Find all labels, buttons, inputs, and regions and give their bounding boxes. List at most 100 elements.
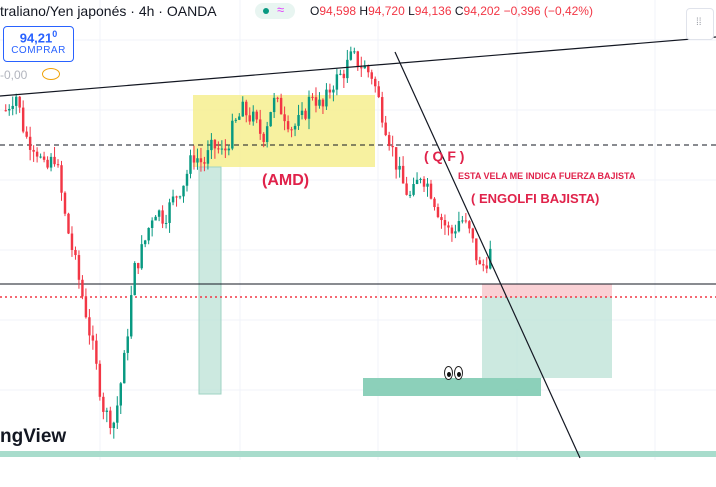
candle-body: [213, 139, 217, 149]
candle-body: [189, 155, 192, 174]
candle-body: [325, 89, 328, 107]
candle-body: [478, 260, 482, 265]
candle-body: [450, 227, 454, 234]
candle-body: [297, 115, 300, 126]
candle-body: [443, 220, 447, 226]
candle-body: [454, 231, 457, 234]
candle-body: [175, 196, 178, 198]
market-status-icon[interactable]: ≈: [255, 2, 295, 19]
candle-body: [412, 184, 415, 195]
candle-body: [408, 194, 412, 196]
interval[interactable]: 4h: [138, 3, 155, 19]
candle-body: [255, 111, 258, 120]
candle-body: [311, 96, 314, 98]
candle-body: [21, 107, 25, 132]
candle-body: [77, 255, 81, 280]
candle-body: [8, 108, 11, 111]
green-horizontal-zone[interactable]: [363, 378, 541, 396]
candle-body: [433, 198, 436, 208]
candle-body: [342, 73, 346, 79]
candle-body: [84, 296, 88, 318]
candles: [4, 46, 492, 439]
candle-body: [332, 89, 335, 93]
candle-body: [405, 183, 408, 195]
candle-body: [28, 136, 32, 150]
candle-body: [123, 352, 126, 384]
candle-body: [143, 240, 147, 245]
candle-body: [206, 150, 210, 164]
amd-label: (AMD): [262, 172, 310, 189]
candle-body: [98, 363, 102, 397]
buy-button[interactable]: 94,210 COMPRAR: [3, 26, 74, 62]
candle-body: [157, 210, 161, 217]
candle-body: [468, 221, 471, 229]
ohlc-values: O94,598 H94,720 L94,136 C94,202 −0,396 (…: [310, 4, 593, 18]
short-stop-zone[interactable]: [482, 284, 612, 297]
candle-body: [238, 116, 241, 120]
candle-body: [387, 135, 391, 146]
candle-body: [349, 51, 353, 60]
candle-body: [290, 129, 293, 131]
candle-body: [154, 216, 157, 221]
candle-body: [74, 249, 77, 256]
candle-body: [210, 139, 213, 151]
grip-dots-icon[interactable]: ⁞⁞: [686, 8, 714, 40]
candle-body: [95, 340, 98, 364]
candle-body: [133, 263, 136, 296]
candle-body: [178, 196, 182, 198]
candle-body: [304, 110, 307, 119]
candle-body: [482, 264, 485, 266]
candle-body: [252, 111, 255, 122]
candle-body: [374, 78, 377, 87]
candle-body: [116, 405, 119, 423]
amd-zone[interactable]: [193, 95, 375, 167]
candle-body: [356, 51, 360, 68]
candle-body: [49, 156, 53, 168]
candle-body: [276, 97, 279, 99]
candle-body: [39, 156, 42, 158]
eye-icon[interactable]: [42, 68, 60, 80]
short-target-zone[interactable]: [482, 297, 612, 378]
candle-body: [377, 86, 380, 98]
candle-body: [475, 238, 478, 261]
candle-body: [241, 101, 244, 117]
chart-header: traliano/Yen japonés · 4h · OANDA: [0, 3, 217, 19]
candle-body: [227, 148, 231, 151]
candle-body: [394, 147, 398, 170]
candle-body: [164, 222, 168, 224]
qf-label: ( Q F ): [424, 148, 465, 164]
candle-body: [63, 192, 67, 214]
candle-body: [353, 51, 356, 53]
candle-body: [367, 66, 370, 73]
candle-body: [401, 165, 405, 184]
green-vertical-zone[interactable]: [198, 166, 222, 395]
candle-body: [53, 156, 56, 165]
bearish-note: ESTA VELA ME INDICA FUERZA BAJISTA: [458, 171, 636, 181]
candle-body: [35, 151, 39, 157]
candle-body: [426, 183, 429, 187]
candle-body: [360, 67, 363, 69]
upper-trendline[interactable]: [0, 36, 716, 97]
candle-body: [171, 196, 175, 203]
candle-body: [328, 89, 332, 93]
descending-trendline[interactable]: [394, 51, 581, 459]
candle-body: [471, 228, 475, 239]
candle-body: [220, 148, 224, 150]
candle-body: [130, 295, 133, 337]
candle-body: [262, 133, 265, 143]
candle-body: [105, 410, 109, 412]
candle-body: [234, 119, 238, 121]
candle-body: [384, 122, 387, 136]
candle-body: [265, 126, 269, 143]
candle-body: [363, 66, 366, 69]
candle-body: [370, 72, 373, 79]
candle-body: [25, 131, 28, 137]
candle-body: [339, 73, 342, 75]
candle-body: [245, 101, 248, 116]
candle-body: [150, 220, 154, 228]
candle-body: [269, 112, 272, 127]
candle-body: [419, 178, 422, 180]
symbol-name[interactable]: traliano/Yen japonés: [0, 3, 127, 19]
candle-body: [485, 265, 488, 269]
